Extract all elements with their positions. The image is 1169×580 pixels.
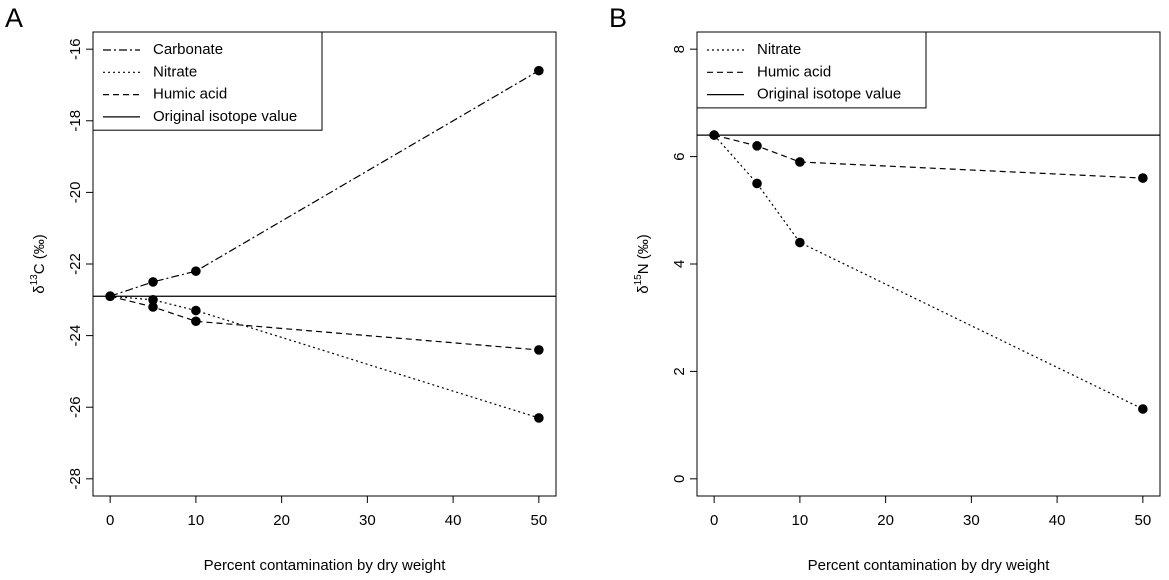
legend-label: Original isotope value bbox=[153, 108, 297, 125]
x-axis-title: Percent contamination by dry weight bbox=[808, 557, 1051, 574]
x-tick-label: 10 bbox=[792, 512, 809, 529]
x-tick-label: 0 bbox=[710, 512, 718, 529]
legend-label: Nitrate bbox=[757, 41, 801, 58]
legend-box bbox=[92, 31, 323, 131]
data-point bbox=[191, 266, 201, 276]
x-tick-label: 40 bbox=[445, 512, 462, 529]
panel-label: B bbox=[609, 3, 627, 33]
series-line bbox=[110, 295, 540, 419]
data-point bbox=[534, 65, 544, 76]
data-point bbox=[148, 295, 158, 305]
data-point bbox=[709, 130, 719, 140]
data-point bbox=[191, 316, 201, 327]
x-tick-label: 50 bbox=[1135, 512, 1152, 529]
y-axis-title-part: δ bbox=[635, 285, 652, 293]
x-tick-label: 20 bbox=[273, 512, 290, 529]
legend-label: Nitrate bbox=[153, 63, 197, 80]
y-axis-title-part: C (‰) bbox=[31, 234, 48, 274]
x-axis-title: Percent contamination by dry weight bbox=[204, 557, 447, 574]
x-tick-label: 30 bbox=[359, 512, 376, 529]
y-tick-label: 4 bbox=[671, 260, 688, 268]
x-tick-label: 50 bbox=[531, 512, 548, 529]
y-axis-title: δ13C (‰) bbox=[29, 234, 48, 293]
series-line bbox=[714, 134, 1143, 179]
x-tick-label: 0 bbox=[106, 512, 114, 529]
y-axis-title-part: δ bbox=[31, 285, 48, 293]
series-line bbox=[713, 134, 1144, 410]
legend-box bbox=[696, 31, 927, 109]
legend-label: Humic acid bbox=[757, 63, 831, 80]
y-axis-title-sup: 15 bbox=[633, 274, 644, 286]
x-tick-label: 30 bbox=[963, 512, 980, 529]
y-tick-label: -20 bbox=[67, 182, 84, 204]
legend-label: Original isotope value bbox=[757, 86, 901, 103]
y-tick-label: -22 bbox=[67, 253, 84, 275]
data-point bbox=[795, 237, 805, 248]
data-point bbox=[148, 277, 158, 287]
data-point bbox=[1138, 404, 1148, 414]
y-tick-label: 6 bbox=[671, 152, 688, 160]
data-point bbox=[752, 178, 762, 189]
panel-label: A bbox=[5, 3, 23, 33]
x-tick-label: 20 bbox=[877, 512, 894, 529]
y-tick-label: -24 bbox=[67, 325, 84, 347]
data-point bbox=[752, 141, 762, 151]
y-axis-title-part: N (‰) bbox=[635, 234, 652, 274]
y-tick-label: -18 bbox=[67, 110, 84, 132]
legend-label: Humic acid bbox=[153, 86, 227, 103]
series-line bbox=[110, 295, 539, 351]
panel: A 0 10 20 30 40 50 Percent contamination by dry… bbox=[5, 3, 557, 574]
y-tick-label: -26 bbox=[67, 396, 84, 418]
y-axis-title-sup: 13 bbox=[29, 274, 40, 286]
data-point bbox=[534, 345, 544, 355]
data-point bbox=[795, 157, 805, 167]
y-tick-label: -28 bbox=[67, 468, 84, 490]
y-tick-label: 8 bbox=[671, 45, 688, 53]
legend-label: Carbonate bbox=[153, 41, 223, 58]
data-point bbox=[191, 305, 201, 316]
y-tick-label: -16 bbox=[67, 38, 84, 60]
x-tick-label: 10 bbox=[188, 512, 205, 529]
data-point bbox=[105, 291, 115, 302]
series-line bbox=[109, 70, 540, 297]
data-point bbox=[148, 302, 158, 312]
data-point bbox=[534, 413, 544, 423]
data-point bbox=[1138, 173, 1148, 183]
y-tick-label: 2 bbox=[671, 367, 688, 375]
y-axis-title: δ15N (‰) bbox=[633, 234, 652, 293]
y-tick-label: 0 bbox=[671, 475, 688, 483]
x-tick-label: 40 bbox=[1049, 512, 1066, 529]
